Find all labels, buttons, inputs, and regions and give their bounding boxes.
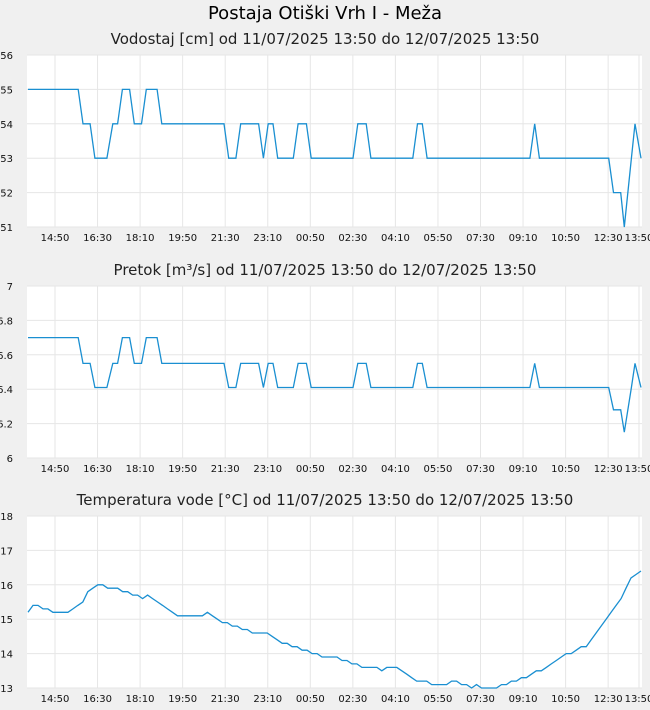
water-temperature-ytick-label: 16 <box>0 581 13 592</box>
water-temperature-series-line <box>27 570 642 689</box>
water-level-ytick-label: 52 <box>0 189 13 200</box>
water-level-ytick-label: 54 <box>0 120 13 131</box>
water-temperature-xtick-label: 00:50 <box>296 694 325 705</box>
water-level-xtick-label: 14:50 <box>41 233 70 244</box>
water-temperature-ytick-label: 15 <box>0 615 13 626</box>
water-temperature-xtick-label: 10:50 <box>551 694 580 705</box>
water-level-xtick-label: 05:50 <box>424 233 453 244</box>
discharge-xtick-label: 21:30 <box>211 464 240 475</box>
water-temperature-xtick-label: 05:50 <box>424 694 453 705</box>
water-temperature-xtick-label: 02:30 <box>338 694 367 705</box>
water-temperature-xtick-label: 16:30 <box>83 694 112 705</box>
page-title: Postaja Otiški Vrh I - Meža <box>207 3 443 24</box>
water-temperature-xtick-label: 18:10 <box>126 694 155 705</box>
water-temperature-xtick-label: 23:10 <box>253 694 282 705</box>
water-level-xtick-label: 16:30 <box>83 233 112 244</box>
water-level-series-line <box>28 88 642 228</box>
water-temperature-ytick-label: 18 <box>0 512 13 523</box>
discharge-plot-area <box>27 286 642 458</box>
discharge-series-line <box>28 336 642 433</box>
discharge-xtick-label: 05:50 <box>424 464 453 475</box>
discharge-xtick-label: 14:50 <box>41 464 70 475</box>
discharge-ytick-label: 6.8 <box>0 316 13 327</box>
water-level-ytick-label: 53 <box>0 154 13 165</box>
discharge-xtick-label: 04:10 <box>381 464 410 475</box>
water-temperature-xtick-label: 13:50 <box>625 694 650 705</box>
water-temperature-xtick-label: 04:10 <box>381 694 410 705</box>
water-level-xtick-label: 12:30 <box>594 233 623 244</box>
water-level-xtick-label: 19:50 <box>168 233 197 244</box>
water-level-xtick-label: 07:30 <box>466 233 495 244</box>
water-temperature-xtick-label: 12:30 <box>594 694 623 705</box>
discharge-xtick-label: 02:30 <box>338 464 367 475</box>
discharge-xtick-label: 07:30 <box>466 464 495 475</box>
discharge-ytick-label: 6 <box>7 454 13 465</box>
water-level-xtick-label: 13:50 <box>625 233 650 244</box>
discharge-ytick-label: 6.2 <box>0 420 13 431</box>
discharge-xtick-label: 12:30 <box>594 464 623 475</box>
water-level-ytick-label: 55 <box>0 85 13 96</box>
water-level-xtick-label: 04:10 <box>381 233 410 244</box>
water-level-xtick-label: 18:10 <box>126 233 155 244</box>
water-temperature-plot-area <box>27 516 642 688</box>
chart-title-water-temperature: Temperatura vode [°C] od 11/07/2025 13:5… <box>76 491 574 509</box>
water-level-xtick-label: 09:10 <box>509 233 538 244</box>
water-level-ytick-label: 51 <box>0 223 13 234</box>
discharge-ytick-label: 7 <box>7 282 13 293</box>
water-temperature-xtick-label: 19:50 <box>168 694 197 705</box>
discharge-xtick-label: 19:50 <box>168 464 197 475</box>
discharge-xtick-label: 18:10 <box>126 464 155 475</box>
discharge-ytick-label: 6.4 <box>0 385 13 396</box>
water-level-xtick-label: 00:50 <box>296 233 325 244</box>
water-level-plot-area <box>27 55 642 227</box>
water-level-xtick-label: 23:10 <box>253 233 282 244</box>
water-temperature-xtick-label: 07:30 <box>466 694 495 705</box>
discharge-xtick-label: 00:50 <box>296 464 325 475</box>
water-level-ytick-label: 56 <box>0 51 13 62</box>
water-temperature-xtick-label: 09:10 <box>509 694 538 705</box>
water-temperature-xtick-label: 21:30 <box>211 694 240 705</box>
water-temperature-ytick-label: 17 <box>0 546 13 557</box>
water-temperature-ytick-label: 14 <box>0 650 13 661</box>
chart-title-discharge: Pretok [m³/s] od 11/07/2025 13:50 do 12/… <box>113 261 537 279</box>
discharge-xtick-label: 09:10 <box>509 464 538 475</box>
water-level-xtick-label: 02:30 <box>338 233 367 244</box>
water-temperature-ytick-label: 13 <box>0 684 13 695</box>
discharge-xtick-label: 13:50 <box>625 464 650 475</box>
water-level-xtick-label: 10:50 <box>551 233 580 244</box>
discharge-xtick-label: 16:30 <box>83 464 112 475</box>
water-level-xtick-label: 21:30 <box>211 233 240 244</box>
discharge-xtick-label: 10:50 <box>551 464 580 475</box>
water-temperature-xtick-label: 14:50 <box>41 694 70 705</box>
chart-title-water-level: Vodostaj [cm] od 11/07/2025 13:50 do 12/… <box>110 30 540 48</box>
discharge-ytick-label: 6.6 <box>0 351 13 362</box>
discharge-xtick-label: 23:10 <box>253 464 282 475</box>
